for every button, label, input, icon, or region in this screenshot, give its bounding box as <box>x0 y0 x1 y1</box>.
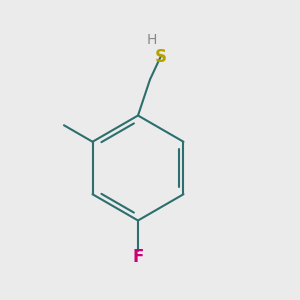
Text: H: H <box>146 34 157 47</box>
Text: F: F <box>132 248 144 266</box>
Text: S: S <box>154 48 166 66</box>
